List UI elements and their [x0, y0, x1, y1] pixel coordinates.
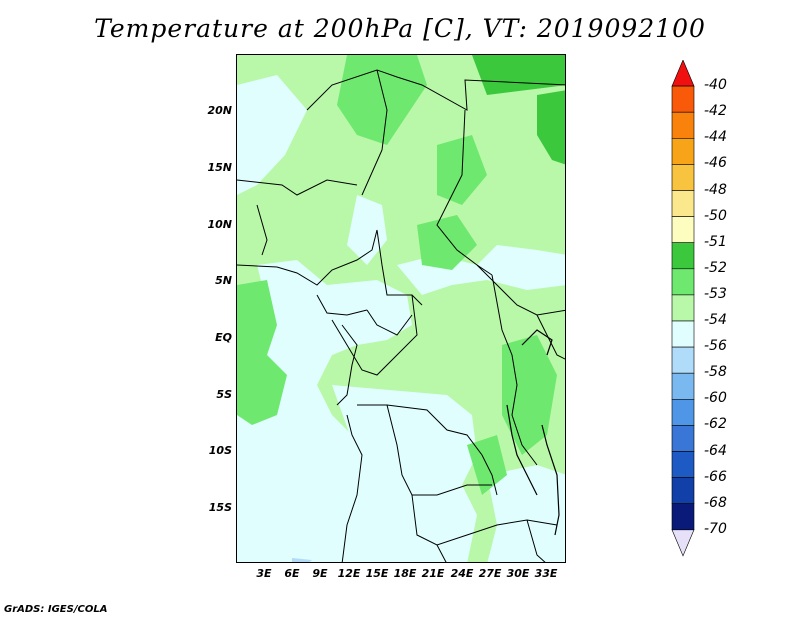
temperature-map: [236, 54, 566, 563]
colorbar-label: -56: [704, 338, 727, 355]
colorbar-segment: [671, 451, 695, 478]
lon-label-3e: 3E: [256, 567, 272, 580]
colorbar-segment: [671, 294, 695, 322]
lon-label-30e: 30E: [506, 567, 530, 580]
colorbar-segment: [671, 372, 695, 400]
lon-label-21e: 21E: [421, 567, 445, 580]
map-svg: [237, 55, 565, 562]
lat-label-20n: 20N: [207, 104, 232, 117]
field-dkgreen-top: [472, 55, 565, 95]
colorbar-segment: [671, 190, 695, 217]
borders: [237, 69, 565, 562]
lon-label-18e: 18E: [393, 567, 417, 580]
colorbar-label: -48: [704, 181, 727, 198]
colorbar-segment: [671, 346, 695, 374]
lat-label-10n: 10N: [207, 218, 232, 231]
lat-label-5s: 5S: [216, 388, 232, 401]
colorbar-label: -53: [704, 285, 727, 302]
colorbar-label: -66: [704, 468, 727, 485]
colorbar-segment: [671, 111, 695, 139]
grads-credit: GrADS: IGES/COLA: [4, 604, 108, 615]
lon-label-33e: 33E: [534, 567, 558, 580]
colorbar-segment: [671, 477, 695, 505]
field-cyan-south: [332, 385, 477, 562]
colorbar-label: -42: [704, 103, 727, 120]
lat-label-eq: EQ: [215, 331, 232, 344]
colorbar-segment: [671, 398, 695, 426]
colorbar-segment: [671, 425, 695, 452]
colorbar-label: -52: [704, 259, 727, 276]
lat-label-15n: 15N: [207, 161, 232, 174]
colorbar-segment: [671, 529, 695, 557]
colorbar-segment: [671, 268, 695, 296]
colorbar-label: -64: [704, 442, 727, 459]
lat-label-5n: 5N: [215, 274, 232, 287]
colorbar-label: -68: [704, 494, 727, 511]
colorbar-label: -58: [704, 364, 727, 381]
lon-label-6e: 6E: [284, 567, 300, 580]
colorbar-segment: [671, 164, 695, 191]
colorbar-segment: [671, 216, 695, 244]
colorbar-label: -40: [704, 77, 727, 94]
colorbar-label: -50: [704, 207, 727, 224]
colorbar-segment: [671, 85, 695, 113]
colorbar-label: -70: [704, 520, 727, 537]
field-cyan-nw: [237, 75, 307, 195]
colorbar-segment: [671, 320, 695, 348]
field-green-coast: [237, 280, 287, 425]
colorbar-label: -60: [704, 390, 727, 407]
lakes: [506, 329, 560, 536]
lon-label-12e: 12E: [337, 567, 361, 580]
field-dkgreen-ne: [537, 90, 565, 165]
colorbar-segment: [671, 138, 695, 165]
field-green-center: [417, 215, 477, 270]
colorbar-label: -44: [704, 129, 727, 146]
field-cyan-se: [487, 465, 565, 562]
colorbar: [671, 60, 695, 557]
field-blue-spot: [292, 558, 312, 562]
colorbar-segment: [671, 503, 695, 531]
colorbar-label: -62: [704, 416, 727, 433]
colorbar-segment: [671, 60, 695, 87]
lon-label-15e: 15E: [365, 567, 389, 580]
lon-label-9e: 9E: [312, 567, 328, 580]
field-cyan-central-n: [347, 195, 387, 265]
colorbar-label: -51: [704, 233, 727, 250]
field-green-north: [337, 55, 427, 145]
colorbar-segment: [671, 242, 695, 270]
lat-label-10s: 10S: [208, 444, 232, 457]
colorbar-label: -46: [704, 155, 727, 172]
map-title: Temperature at 200hPa [C], VT: 201909210…: [94, 14, 706, 43]
colorbar-label: -54: [704, 312, 727, 328]
lon-label-27e: 27E: [478, 567, 502, 580]
lat-label-15s: 15S: [208, 501, 232, 514]
lon-label-24e: 24E: [450, 567, 474, 580]
